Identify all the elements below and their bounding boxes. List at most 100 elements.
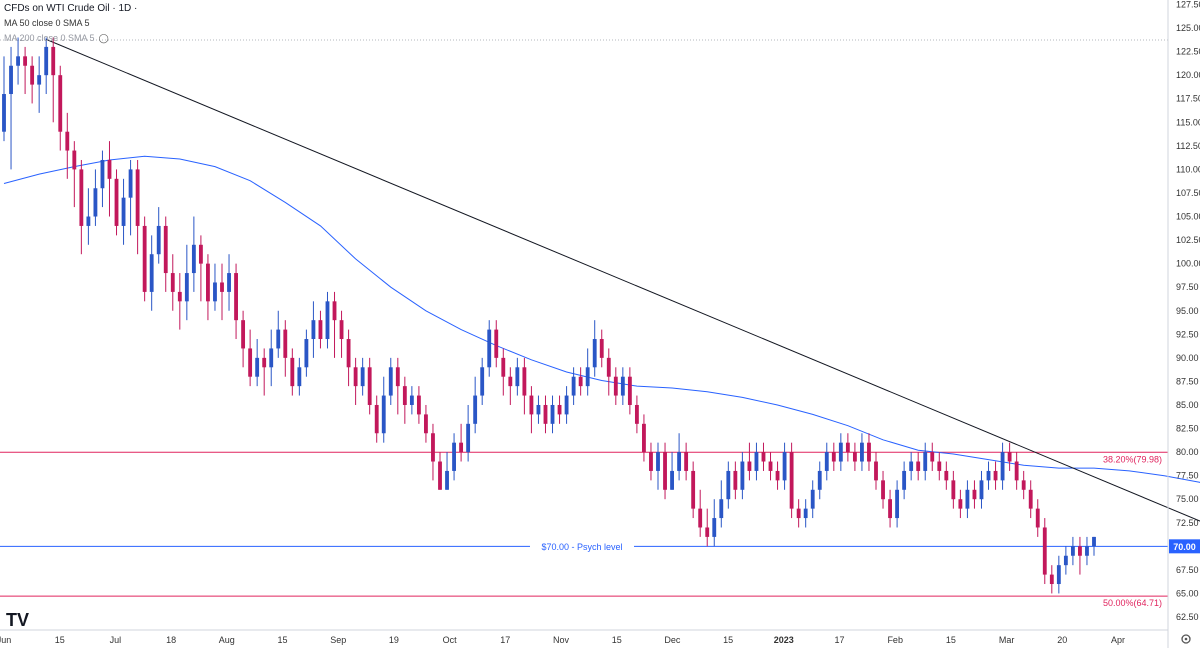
candle-body — [529, 395, 534, 415]
candle — [1049, 565, 1054, 594]
candle — [663, 442, 667, 500]
candle — [79, 159, 84, 255]
y-tick-label: 97.50 — [1176, 282, 1199, 292]
x-tick-label: Mar — [999, 635, 1015, 645]
candle — [1085, 536, 1089, 566]
candle-body — [234, 273, 238, 321]
candle-body — [227, 273, 231, 292]
candle — [747, 442, 752, 481]
candle-body — [930, 452, 935, 462]
candle — [937, 452, 942, 481]
x-tick-label: Dec — [664, 635, 681, 645]
candle — [698, 489, 703, 537]
candle — [128, 159, 133, 236]
candle — [388, 357, 393, 405]
candle-body — [452, 442, 456, 471]
x-tick-label: Jul — [110, 635, 122, 645]
candle — [634, 395, 639, 434]
y-tick-label: 62.50 — [1176, 612, 1199, 622]
candle — [740, 452, 745, 500]
candle — [1028, 480, 1033, 519]
candle-body — [480, 367, 485, 396]
candle-body — [290, 357, 295, 387]
y-tick-label: 67.50 — [1176, 565, 1199, 575]
candle — [353, 357, 358, 405]
candle — [550, 395, 555, 434]
candle — [768, 452, 773, 481]
candle-body — [206, 263, 210, 302]
candle — [1035, 499, 1040, 537]
x-tick-label: 15 — [55, 635, 65, 645]
candle-body — [677, 452, 682, 471]
candle — [269, 329, 274, 387]
candle — [951, 470, 956, 509]
candle — [416, 386, 421, 424]
candle-body — [965, 489, 970, 509]
candle-body — [374, 404, 379, 434]
x-tick-label: 17 — [500, 635, 510, 645]
candle — [297, 357, 302, 396]
candle-body — [177, 291, 182, 302]
candle — [979, 470, 984, 509]
candle — [402, 376, 407, 424]
candle — [613, 367, 618, 405]
x-tick-label: Feb — [887, 635, 903, 645]
candle-body — [831, 452, 836, 462]
y-tick-label: 72.50 — [1176, 518, 1199, 528]
x-tick-label: 18 — [166, 635, 176, 645]
candle — [684, 442, 689, 481]
candle-body — [522, 367, 527, 396]
candle-body — [72, 150, 77, 170]
candle-body — [733, 470, 738, 490]
candle-body — [262, 357, 267, 368]
y-tick-label: 107.50 — [1176, 188, 1200, 198]
candle-body — [431, 433, 435, 462]
candle-body — [881, 480, 885, 500]
candle-body — [318, 320, 323, 340]
y-tick-label: 127.50 — [1176, 0, 1200, 10]
candle-body — [163, 225, 168, 274]
candle-body — [817, 470, 822, 490]
settings-gear-icon[interactable] — [1181, 634, 1191, 644]
candle-body — [100, 159, 105, 189]
candle — [445, 452, 449, 490]
y-tick-label: 75.00 — [1176, 494, 1199, 504]
candle-body — [557, 404, 562, 415]
y-tick-label: 120.00 — [1176, 70, 1200, 80]
candle-body — [311, 320, 316, 340]
eye-hidden-icon[interactable]: ◯ — [98, 33, 109, 43]
trend-line[interactable] — [46, 38, 1200, 543]
candle-body — [656, 452, 660, 471]
candle-body — [325, 301, 330, 340]
candle — [23, 46, 28, 95]
candle — [557, 395, 562, 424]
candle-body — [37, 75, 42, 85]
candle-body — [747, 461, 752, 471]
candle — [177, 273, 182, 330]
candle-body — [1014, 461, 1019, 481]
moving-average — [3, 155, 1200, 483]
candle — [909, 452, 914, 481]
candle-body — [620, 376, 625, 396]
candle-body — [944, 470, 949, 481]
candle-body — [712, 518, 717, 537]
y-tick-label: 112.50 — [1176, 141, 1200, 151]
candle — [916, 452, 921, 481]
candle — [656, 442, 660, 490]
candle-body — [107, 159, 112, 179]
candle-body — [388, 367, 393, 396]
price-tag-bg — [1169, 539, 1200, 554]
x-tick-label: Nov — [553, 635, 570, 645]
candle — [311, 301, 316, 358]
candle-body — [501, 357, 506, 377]
x-tick-label: 15 — [612, 635, 622, 645]
axes — [0, 0, 1169, 648]
candle-body — [23, 56, 28, 66]
candle — [712, 499, 717, 547]
candle-body — [360, 367, 365, 387]
candle — [831, 442, 836, 471]
candle-body — [346, 339, 351, 368]
ma50-legend: MA 50 close 0 SMA 5 — [4, 18, 90, 28]
candle — [149, 235, 154, 311]
